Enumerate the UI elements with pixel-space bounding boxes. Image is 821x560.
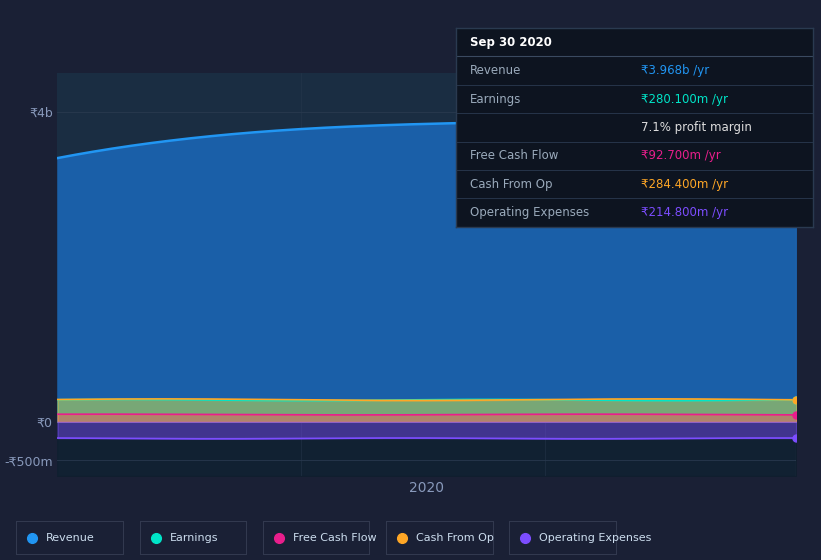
Text: 7.1% profit margin: 7.1% profit margin (641, 121, 752, 134)
Text: Cash From Op: Cash From Op (470, 178, 553, 191)
Text: ₹280.100m /yr: ₹280.100m /yr (641, 92, 728, 105)
Text: Earnings: Earnings (470, 92, 521, 105)
Text: Free Cash Flow: Free Cash Flow (470, 150, 558, 162)
Text: Cash From Op: Cash From Op (415, 533, 493, 543)
Text: ₹92.700m /yr: ₹92.700m /yr (641, 150, 721, 162)
Text: Earnings: Earnings (169, 533, 218, 543)
Text: Revenue: Revenue (470, 64, 521, 77)
Text: Revenue: Revenue (46, 533, 95, 543)
Text: ₹3.968b /yr: ₹3.968b /yr (641, 64, 709, 77)
Text: Operating Expenses: Operating Expenses (470, 206, 589, 219)
Text: Free Cash Flow: Free Cash Flow (292, 533, 376, 543)
Text: Sep 30 2020: Sep 30 2020 (470, 36, 552, 49)
Text: ₹284.400m /yr: ₹284.400m /yr (641, 178, 728, 191)
Text: Operating Expenses: Operating Expenses (539, 533, 651, 543)
Text: ₹214.800m /yr: ₹214.800m /yr (641, 206, 728, 219)
